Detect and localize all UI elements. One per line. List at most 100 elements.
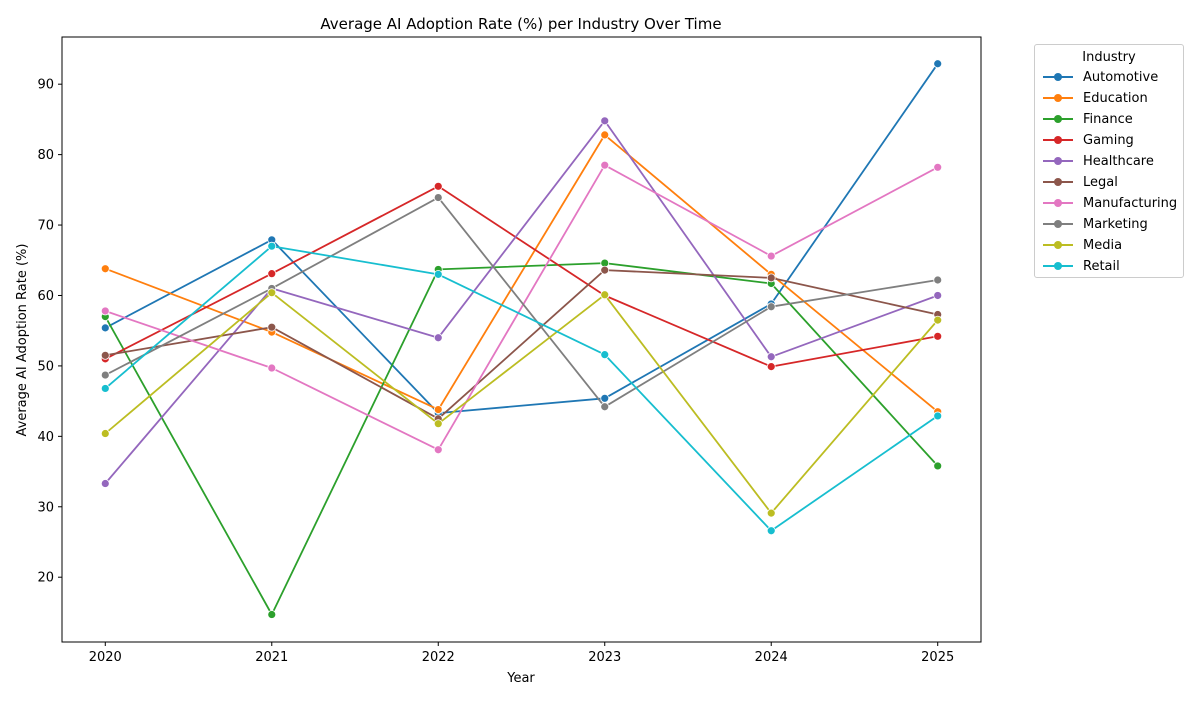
data-point-healthcare bbox=[933, 291, 943, 300]
legend-entry-automotive: Automotive bbox=[1043, 68, 1158, 86]
data-point-gaming bbox=[933, 331, 943, 341]
data-point-healthcare bbox=[433, 333, 443, 343]
data-point-healthcare bbox=[100, 479, 110, 488]
series-automotive bbox=[100, 59, 943, 418]
data-point-retail bbox=[600, 350, 610, 360]
data-point-marketing bbox=[100, 370, 110, 380]
data-point-legal bbox=[600, 265, 610, 275]
data-point-media bbox=[766, 508, 776, 518]
legend-entry-retail: Retail bbox=[1043, 257, 1120, 275]
series-education bbox=[100, 130, 943, 417]
legend-label: Legal bbox=[1083, 174, 1118, 190]
legend-entry-manufacturing: Manufacturing bbox=[1043, 194, 1177, 212]
series-line-finance bbox=[104, 262, 939, 616]
series-line-retail bbox=[104, 245, 939, 532]
x-tick-label: 2023 bbox=[588, 650, 621, 665]
legend-entry-education: Education bbox=[1043, 89, 1148, 107]
y-tick-label: 90 bbox=[37, 78, 54, 93]
plot-area bbox=[100, 59, 943, 619]
data-point-automotive bbox=[933, 59, 943, 69]
y-tick-label: 70 bbox=[37, 219, 54, 234]
series-gaming bbox=[100, 181, 943, 372]
series-line-manufacturing bbox=[105, 164, 939, 451]
series-line-education bbox=[104, 133, 939, 413]
legend-label: Manufacturing bbox=[1083, 195, 1178, 211]
data-point-marketing bbox=[600, 402, 610, 412]
data-point-retail bbox=[100, 384, 110, 393]
data-point-manufacturing bbox=[600, 160, 610, 170]
data-point-media bbox=[933, 315, 943, 325]
x-tick-label: 2021 bbox=[255, 650, 288, 665]
x-axis: 2020 2021 2022 2023 2024 2025 bbox=[89, 642, 954, 665]
legend-label: Education bbox=[1083, 90, 1148, 106]
data-point-media bbox=[433, 419, 443, 429]
series-marketing bbox=[100, 193, 943, 412]
data-point-manufacturing bbox=[267, 363, 277, 373]
legend-entry-media: Media bbox=[1043, 236, 1122, 254]
legend-entry-marketing: Marketing bbox=[1043, 215, 1148, 233]
series-legal bbox=[100, 265, 943, 424]
legend: Industry Automotive Education Finance Gamin… bbox=[1034, 44, 1184, 278]
data-point-retail bbox=[766, 526, 776, 536]
data-point-marketing bbox=[933, 275, 943, 285]
data-point-legal bbox=[267, 322, 277, 332]
y-tick-label: 50 bbox=[37, 359, 54, 374]
x-axis-label: Year bbox=[506, 671, 535, 686]
data-point-gaming bbox=[267, 269, 277, 279]
x-tick-label: 2022 bbox=[422, 650, 455, 665]
legend-label: Media bbox=[1083, 237, 1123, 253]
legend-swatch bbox=[1043, 238, 1073, 252]
legend-swatch bbox=[1043, 133, 1073, 147]
data-point-manufacturing bbox=[100, 306, 110, 316]
data-point-retail bbox=[267, 241, 277, 251]
plot-frame bbox=[61, 36, 982, 643]
data-point-healthcare bbox=[600, 116, 610, 126]
data-point-manufacturing bbox=[933, 162, 943, 172]
legend-entry-healthcare: Healthcare bbox=[1043, 152, 1154, 170]
y-tick-label: 20 bbox=[37, 571, 54, 586]
legend-swatch bbox=[1043, 259, 1073, 273]
data-point-legal bbox=[766, 273, 776, 283]
data-point-healthcare bbox=[766, 352, 776, 362]
y-tick-label: 80 bbox=[37, 148, 54, 163]
legend-swatch bbox=[1043, 196, 1073, 210]
data-point-gaming bbox=[433, 181, 443, 191]
series-finance bbox=[100, 258, 943, 619]
series-line-marketing bbox=[104, 196, 938, 408]
legend-label: Healthcare bbox=[1083, 153, 1154, 169]
data-point-media bbox=[267, 288, 277, 298]
y-axis-label: Average AI Adoption Rate (%) bbox=[15, 244, 30, 437]
y-axis: 20 30 40 50 60 70 80 90 bbox=[37, 78, 62, 586]
legend-swatch bbox=[1043, 175, 1073, 189]
x-tick-label: 2024 bbox=[755, 650, 788, 665]
legend-entry-legal: Legal bbox=[1043, 173, 1118, 191]
x-tick-label: 2020 bbox=[89, 650, 122, 665]
legend-swatch bbox=[1043, 112, 1073, 126]
legend-swatch bbox=[1043, 70, 1073, 84]
data-point-marketing bbox=[766, 302, 776, 312]
chart-title: Average AI Adoption Rate (%) per Industr… bbox=[320, 15, 721, 33]
data-point-gaming bbox=[766, 362, 776, 372]
data-point-education bbox=[100, 264, 110, 274]
y-tick-label: 30 bbox=[37, 500, 54, 515]
data-point-automotive bbox=[600, 393, 610, 403]
series-line-healthcare bbox=[104, 119, 939, 485]
data-point-education bbox=[600, 130, 610, 140]
data-point-finance bbox=[933, 461, 943, 471]
data-point-legal bbox=[100, 350, 110, 360]
data-point-manufacturing bbox=[433, 445, 443, 455]
legend-label: Retail bbox=[1083, 258, 1120, 274]
series-media bbox=[100, 288, 943, 518]
series-line-automotive bbox=[104, 63, 939, 415]
legend-swatch bbox=[1043, 217, 1073, 231]
series-manufacturing bbox=[100, 160, 943, 455]
legend-label: Automotive bbox=[1083, 69, 1159, 85]
legend-swatch bbox=[1043, 91, 1073, 105]
y-tick-label: 40 bbox=[37, 430, 54, 445]
y-tick-label: 60 bbox=[37, 289, 54, 304]
legend-entry-finance: Finance bbox=[1043, 110, 1133, 128]
x-tick-label: 2025 bbox=[921, 650, 954, 665]
legend-label: Gaming bbox=[1083, 132, 1134, 148]
